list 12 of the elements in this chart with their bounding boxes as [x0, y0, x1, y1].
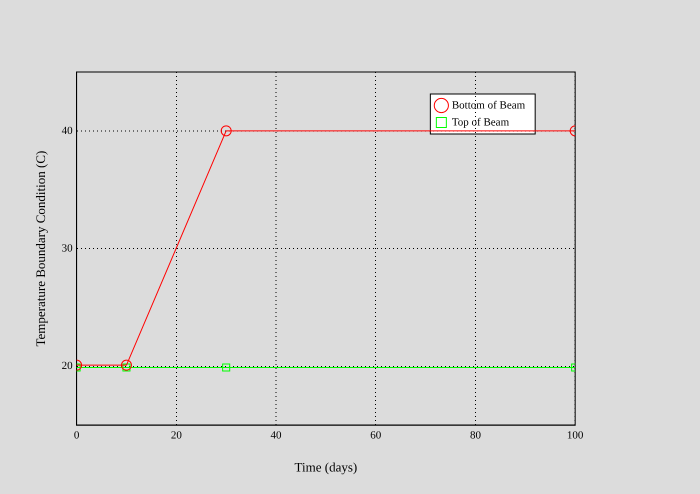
legend-label: Bottom of Beam: [452, 99, 526, 112]
x-tick-label: 20: [170, 430, 182, 442]
y-tick-label: 20: [62, 360, 74, 372]
x-tick-label: 60: [370, 430, 382, 442]
x-tick-label: 80: [470, 430, 482, 442]
y-tick-label: 30: [62, 242, 74, 254]
y-tick-label: 40: [62, 124, 74, 137]
x-tick-label: 100: [566, 430, 584, 442]
x-tick-label: 0: [74, 430, 80, 442]
x-axis-title: Time (days): [294, 460, 358, 475]
y-axis-title: Temperature Boundary Condition (C): [33, 150, 48, 347]
x-tick-label: 40: [270, 430, 282, 442]
